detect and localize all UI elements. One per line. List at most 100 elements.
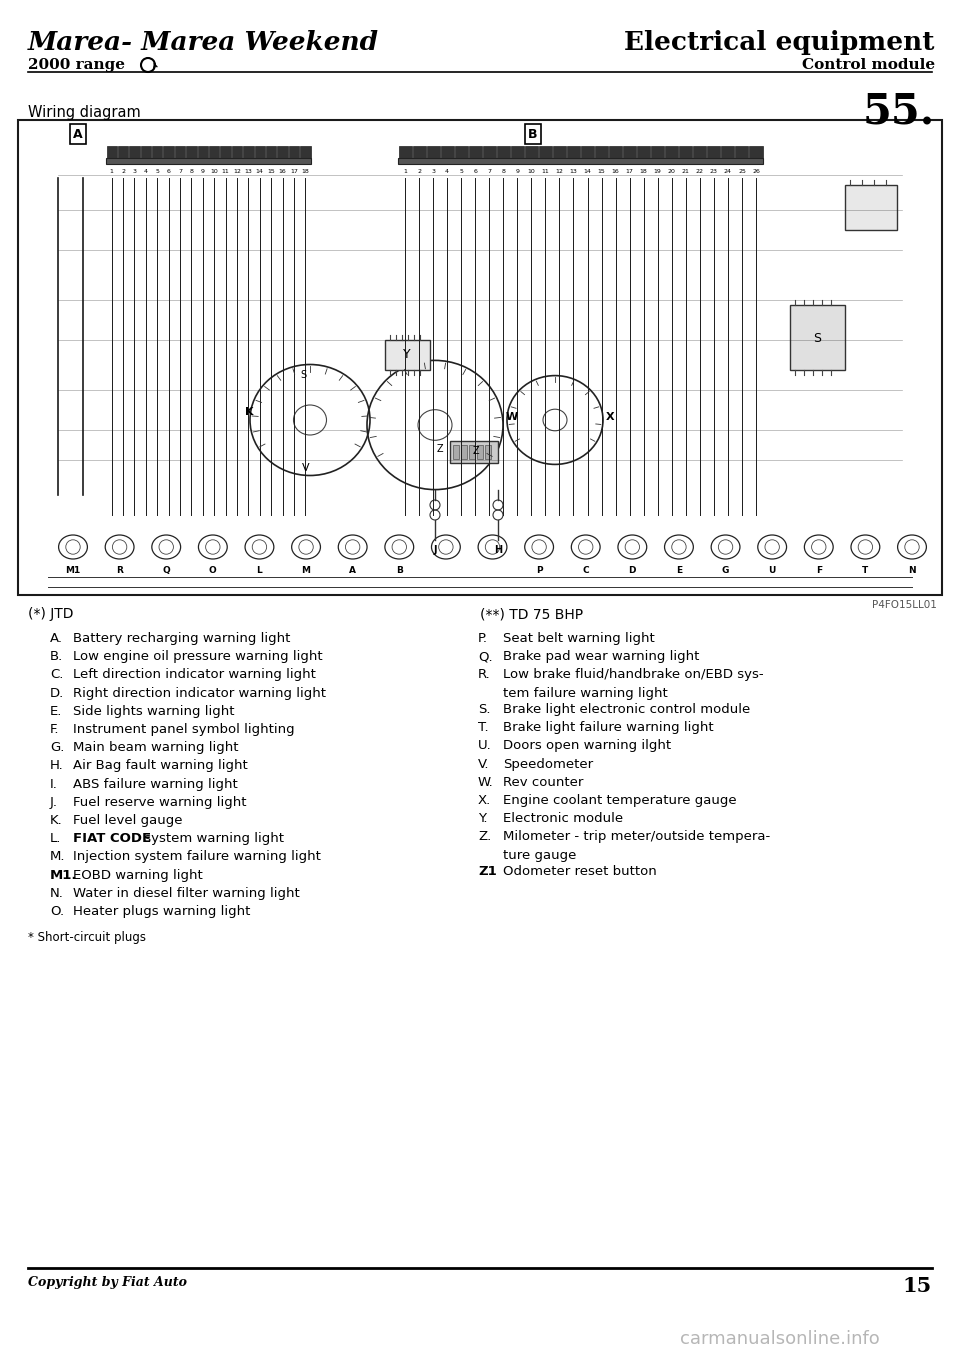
Bar <box>254 146 265 159</box>
Text: Engine coolant temperature gauge: Engine coolant temperature gauge <box>503 795 736 807</box>
Text: W: W <box>506 412 518 422</box>
Bar <box>453 445 459 458</box>
Text: A: A <box>73 127 83 141</box>
Text: 17: 17 <box>626 170 634 174</box>
Text: 11: 11 <box>222 170 229 174</box>
Bar <box>209 146 220 159</box>
Bar <box>461 445 467 458</box>
Text: 25: 25 <box>738 170 746 174</box>
Text: Injection system failure warning light: Injection system failure warning light <box>73 850 321 864</box>
Bar <box>539 146 552 159</box>
Bar <box>708 146 720 159</box>
Text: 15: 15 <box>267 170 275 174</box>
Text: 15: 15 <box>598 170 606 174</box>
Text: 19: 19 <box>654 170 661 174</box>
Text: ABS failure warning light: ABS failure warning light <box>73 777 238 791</box>
Bar <box>266 146 276 159</box>
Bar <box>398 159 763 164</box>
Text: 22: 22 <box>696 170 704 174</box>
Text: 8: 8 <box>189 170 193 174</box>
Text: Q: Q <box>162 567 170 575</box>
Text: S: S <box>300 370 306 380</box>
Text: Rev counter: Rev counter <box>503 776 584 789</box>
Text: H.: H. <box>50 759 63 773</box>
Text: Battery recharging warning light: Battery recharging warning light <box>73 632 290 645</box>
Text: P: P <box>536 567 542 575</box>
Text: O: O <box>209 567 217 575</box>
Text: N.: N. <box>50 887 64 900</box>
Text: system warning light: system warning light <box>140 833 284 845</box>
Text: Seat belt warning light: Seat belt warning light <box>503 632 655 645</box>
Text: F.: F. <box>50 723 60 736</box>
Text: 21: 21 <box>682 170 689 174</box>
Bar <box>141 146 151 159</box>
Bar <box>721 146 734 159</box>
Bar <box>845 184 897 231</box>
Bar <box>186 146 197 159</box>
Text: 9: 9 <box>516 170 519 174</box>
Text: 4: 4 <box>144 170 148 174</box>
Text: 13: 13 <box>245 170 252 174</box>
Text: O.: O. <box>50 904 64 918</box>
Text: M: M <box>301 567 310 575</box>
Bar <box>485 445 491 458</box>
Bar <box>680 146 692 159</box>
Bar <box>231 146 242 159</box>
Text: Electronic module: Electronic module <box>503 812 623 826</box>
Text: Heater plugs warning light: Heater plugs warning light <box>73 904 251 918</box>
Text: Low brake fluid/handbrake on/EBD sys-: Low brake fluid/handbrake on/EBD sys- <box>503 669 763 682</box>
Text: R.: R. <box>478 669 491 682</box>
Text: Fuel reserve warning light: Fuel reserve warning light <box>73 796 247 808</box>
Text: ture gauge: ture gauge <box>503 849 576 861</box>
Text: 3: 3 <box>431 170 435 174</box>
Text: Brake light electronic control module: Brake light electronic control module <box>503 702 751 716</box>
Text: W.: W. <box>478 776 493 789</box>
Text: U: U <box>768 567 776 575</box>
Bar <box>790 305 845 370</box>
Text: K.: K. <box>50 814 62 827</box>
Bar <box>637 146 650 159</box>
Bar <box>152 146 162 159</box>
Text: D.: D. <box>50 686 64 700</box>
Text: Wiring diagram: Wiring diagram <box>28 104 141 119</box>
Text: K: K <box>245 407 253 418</box>
Bar <box>243 146 253 159</box>
Text: Y: Y <box>403 348 411 362</box>
Text: Left direction indicator warning light: Left direction indicator warning light <box>73 669 316 682</box>
Text: S.: S. <box>478 702 491 716</box>
Bar <box>398 146 412 159</box>
Text: Main beam warning light: Main beam warning light <box>73 742 238 754</box>
Text: M1.: M1. <box>50 869 78 881</box>
Text: V: V <box>302 462 310 473</box>
Text: G.: G. <box>50 742 64 754</box>
Text: 13: 13 <box>569 170 577 174</box>
Bar <box>289 146 300 159</box>
Bar <box>511 146 524 159</box>
Text: * Short-circuit plugs: * Short-circuit plugs <box>28 932 146 944</box>
Bar <box>651 146 664 159</box>
Bar <box>567 146 580 159</box>
Text: Right direction indicator warning light: Right direction indicator warning light <box>73 686 326 700</box>
Bar <box>106 159 311 164</box>
Text: 4: 4 <box>445 170 449 174</box>
Text: A: A <box>349 567 356 575</box>
Text: 1: 1 <box>109 170 113 174</box>
Bar <box>413 146 425 159</box>
Text: E.: E. <box>50 705 62 717</box>
Text: P.: P. <box>478 632 488 645</box>
Text: N: N <box>908 567 916 575</box>
Bar <box>426 146 440 159</box>
Text: 14: 14 <box>584 170 591 174</box>
Text: B: B <box>528 127 538 141</box>
Text: M1: M1 <box>65 567 81 575</box>
Text: P4FO15LL01: P4FO15LL01 <box>872 599 937 610</box>
Bar <box>277 146 288 159</box>
Bar <box>581 146 594 159</box>
Text: 23: 23 <box>709 170 718 174</box>
Text: Odometer reset button: Odometer reset button <box>503 865 657 877</box>
Bar <box>441 146 454 159</box>
Text: 2000 range: 2000 range <box>28 58 125 72</box>
Text: U.: U. <box>478 739 492 753</box>
Text: 2: 2 <box>121 170 125 174</box>
Text: Milometer - trip meter/outside tempera-: Milometer - trip meter/outside tempera- <box>503 830 770 843</box>
